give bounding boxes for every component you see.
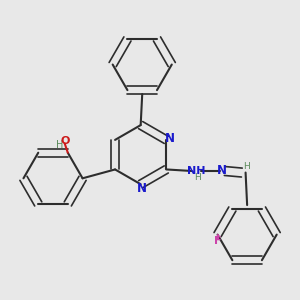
Text: H: H — [243, 163, 250, 172]
Text: O: O — [61, 136, 70, 146]
Text: N: N — [165, 132, 175, 145]
Text: F: F — [214, 236, 221, 246]
Text: NH: NH — [187, 166, 205, 176]
Text: H: H — [194, 173, 201, 182]
Text: H: H — [56, 140, 64, 150]
Text: N: N — [137, 182, 147, 195]
Text: N: N — [217, 164, 227, 178]
